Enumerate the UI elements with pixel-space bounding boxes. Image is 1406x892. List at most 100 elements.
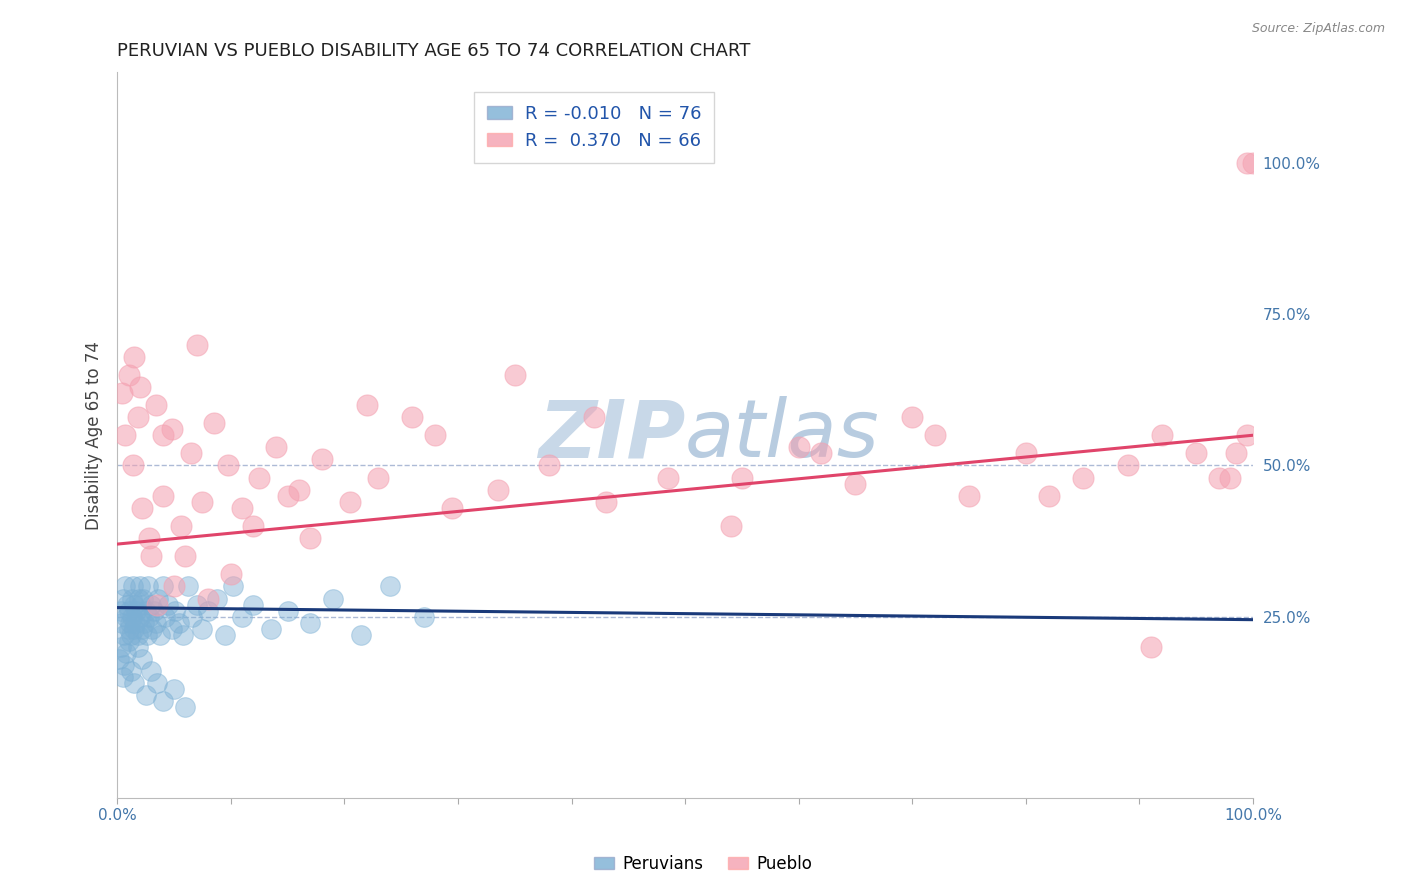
- Point: [197, 604, 219, 618]
- Point: [503, 368, 526, 382]
- Legend: Peruvians, Pueblo: Peruvians, Pueblo: [588, 848, 818, 880]
- Point: [127, 410, 149, 425]
- Point: [160, 622, 183, 636]
- Point: [277, 489, 299, 503]
- Point: [299, 615, 322, 630]
- Point: [146, 598, 169, 612]
- Point: [127, 628, 149, 642]
- Point: [114, 579, 136, 593]
- Point: [219, 567, 242, 582]
- Point: [242, 519, 264, 533]
- Point: [401, 410, 423, 425]
- Point: [131, 622, 153, 636]
- Point: [924, 428, 946, 442]
- Legend: R = -0.010   N = 76, R =  0.370   N = 66: R = -0.010 N = 76, R = 0.370 N = 66: [474, 93, 714, 162]
- Point: [160, 422, 183, 436]
- Point: [152, 428, 174, 442]
- Point: [1236, 428, 1258, 442]
- Point: [141, 549, 163, 564]
- Point: [186, 598, 208, 612]
- Point: [174, 700, 197, 714]
- Point: [112, 628, 135, 642]
- Point: [129, 598, 152, 612]
- Point: [1225, 446, 1247, 460]
- Point: [124, 615, 146, 630]
- Point: [145, 615, 167, 630]
- Point: [117, 368, 139, 382]
- Point: [247, 470, 270, 484]
- Point: [172, 628, 194, 642]
- Point: [127, 640, 149, 654]
- Point: [122, 458, 145, 473]
- Point: [131, 652, 153, 666]
- Point: [1208, 470, 1230, 484]
- Point: [134, 615, 156, 630]
- Point: [1241, 156, 1264, 170]
- Point: [264, 441, 287, 455]
- Point: [1185, 446, 1208, 460]
- Point: [112, 658, 135, 673]
- Point: [339, 495, 361, 509]
- Y-axis label: Disability Age 65 to 74: Disability Age 65 to 74: [86, 341, 103, 530]
- Point: [844, 476, 866, 491]
- Point: [146, 676, 169, 690]
- Point: [138, 531, 160, 545]
- Point: [218, 458, 240, 473]
- Point: [277, 604, 299, 618]
- Point: [412, 609, 434, 624]
- Point: [122, 622, 145, 636]
- Point: [174, 549, 197, 564]
- Point: [145, 398, 167, 412]
- Point: [1219, 470, 1241, 484]
- Point: [111, 615, 134, 630]
- Point: [136, 579, 159, 593]
- Point: [180, 446, 202, 460]
- Point: [117, 604, 139, 618]
- Point: [121, 609, 143, 624]
- Point: [110, 604, 132, 618]
- Point: [128, 591, 150, 606]
- Point: [299, 531, 322, 545]
- Point: [117, 622, 139, 636]
- Point: [537, 458, 560, 473]
- Point: [135, 688, 157, 702]
- Point: [720, 519, 742, 533]
- Point: [153, 609, 176, 624]
- Point: [288, 483, 311, 497]
- Point: [165, 604, 187, 618]
- Point: [121, 591, 143, 606]
- Point: [117, 598, 139, 612]
- Point: [110, 640, 132, 654]
- Point: [259, 622, 281, 636]
- Point: [114, 428, 136, 442]
- Point: [131, 500, 153, 515]
- Point: [152, 489, 174, 503]
- Point: [122, 598, 145, 612]
- Point: [810, 446, 832, 460]
- Text: Source: ZipAtlas.com: Source: ZipAtlas.com: [1251, 22, 1385, 36]
- Point: [731, 470, 754, 484]
- Point: [425, 428, 447, 442]
- Point: [1116, 458, 1139, 473]
- Point: [141, 622, 163, 636]
- Point: [186, 337, 208, 351]
- Point: [135, 628, 157, 642]
- Point: [378, 579, 401, 593]
- Point: [787, 441, 810, 455]
- Point: [356, 398, 378, 412]
- Point: [205, 591, 228, 606]
- Point: [657, 470, 679, 484]
- Point: [125, 604, 148, 618]
- Point: [1139, 640, 1161, 654]
- Point: [163, 579, 186, 593]
- Point: [122, 350, 145, 364]
- Point: [149, 628, 172, 642]
- Point: [129, 380, 152, 394]
- Point: [1152, 428, 1174, 442]
- Point: [108, 652, 131, 666]
- Point: [231, 500, 253, 515]
- Point: [191, 622, 214, 636]
- Point: [115, 609, 138, 624]
- Point: [117, 633, 139, 648]
- Point: [486, 483, 509, 497]
